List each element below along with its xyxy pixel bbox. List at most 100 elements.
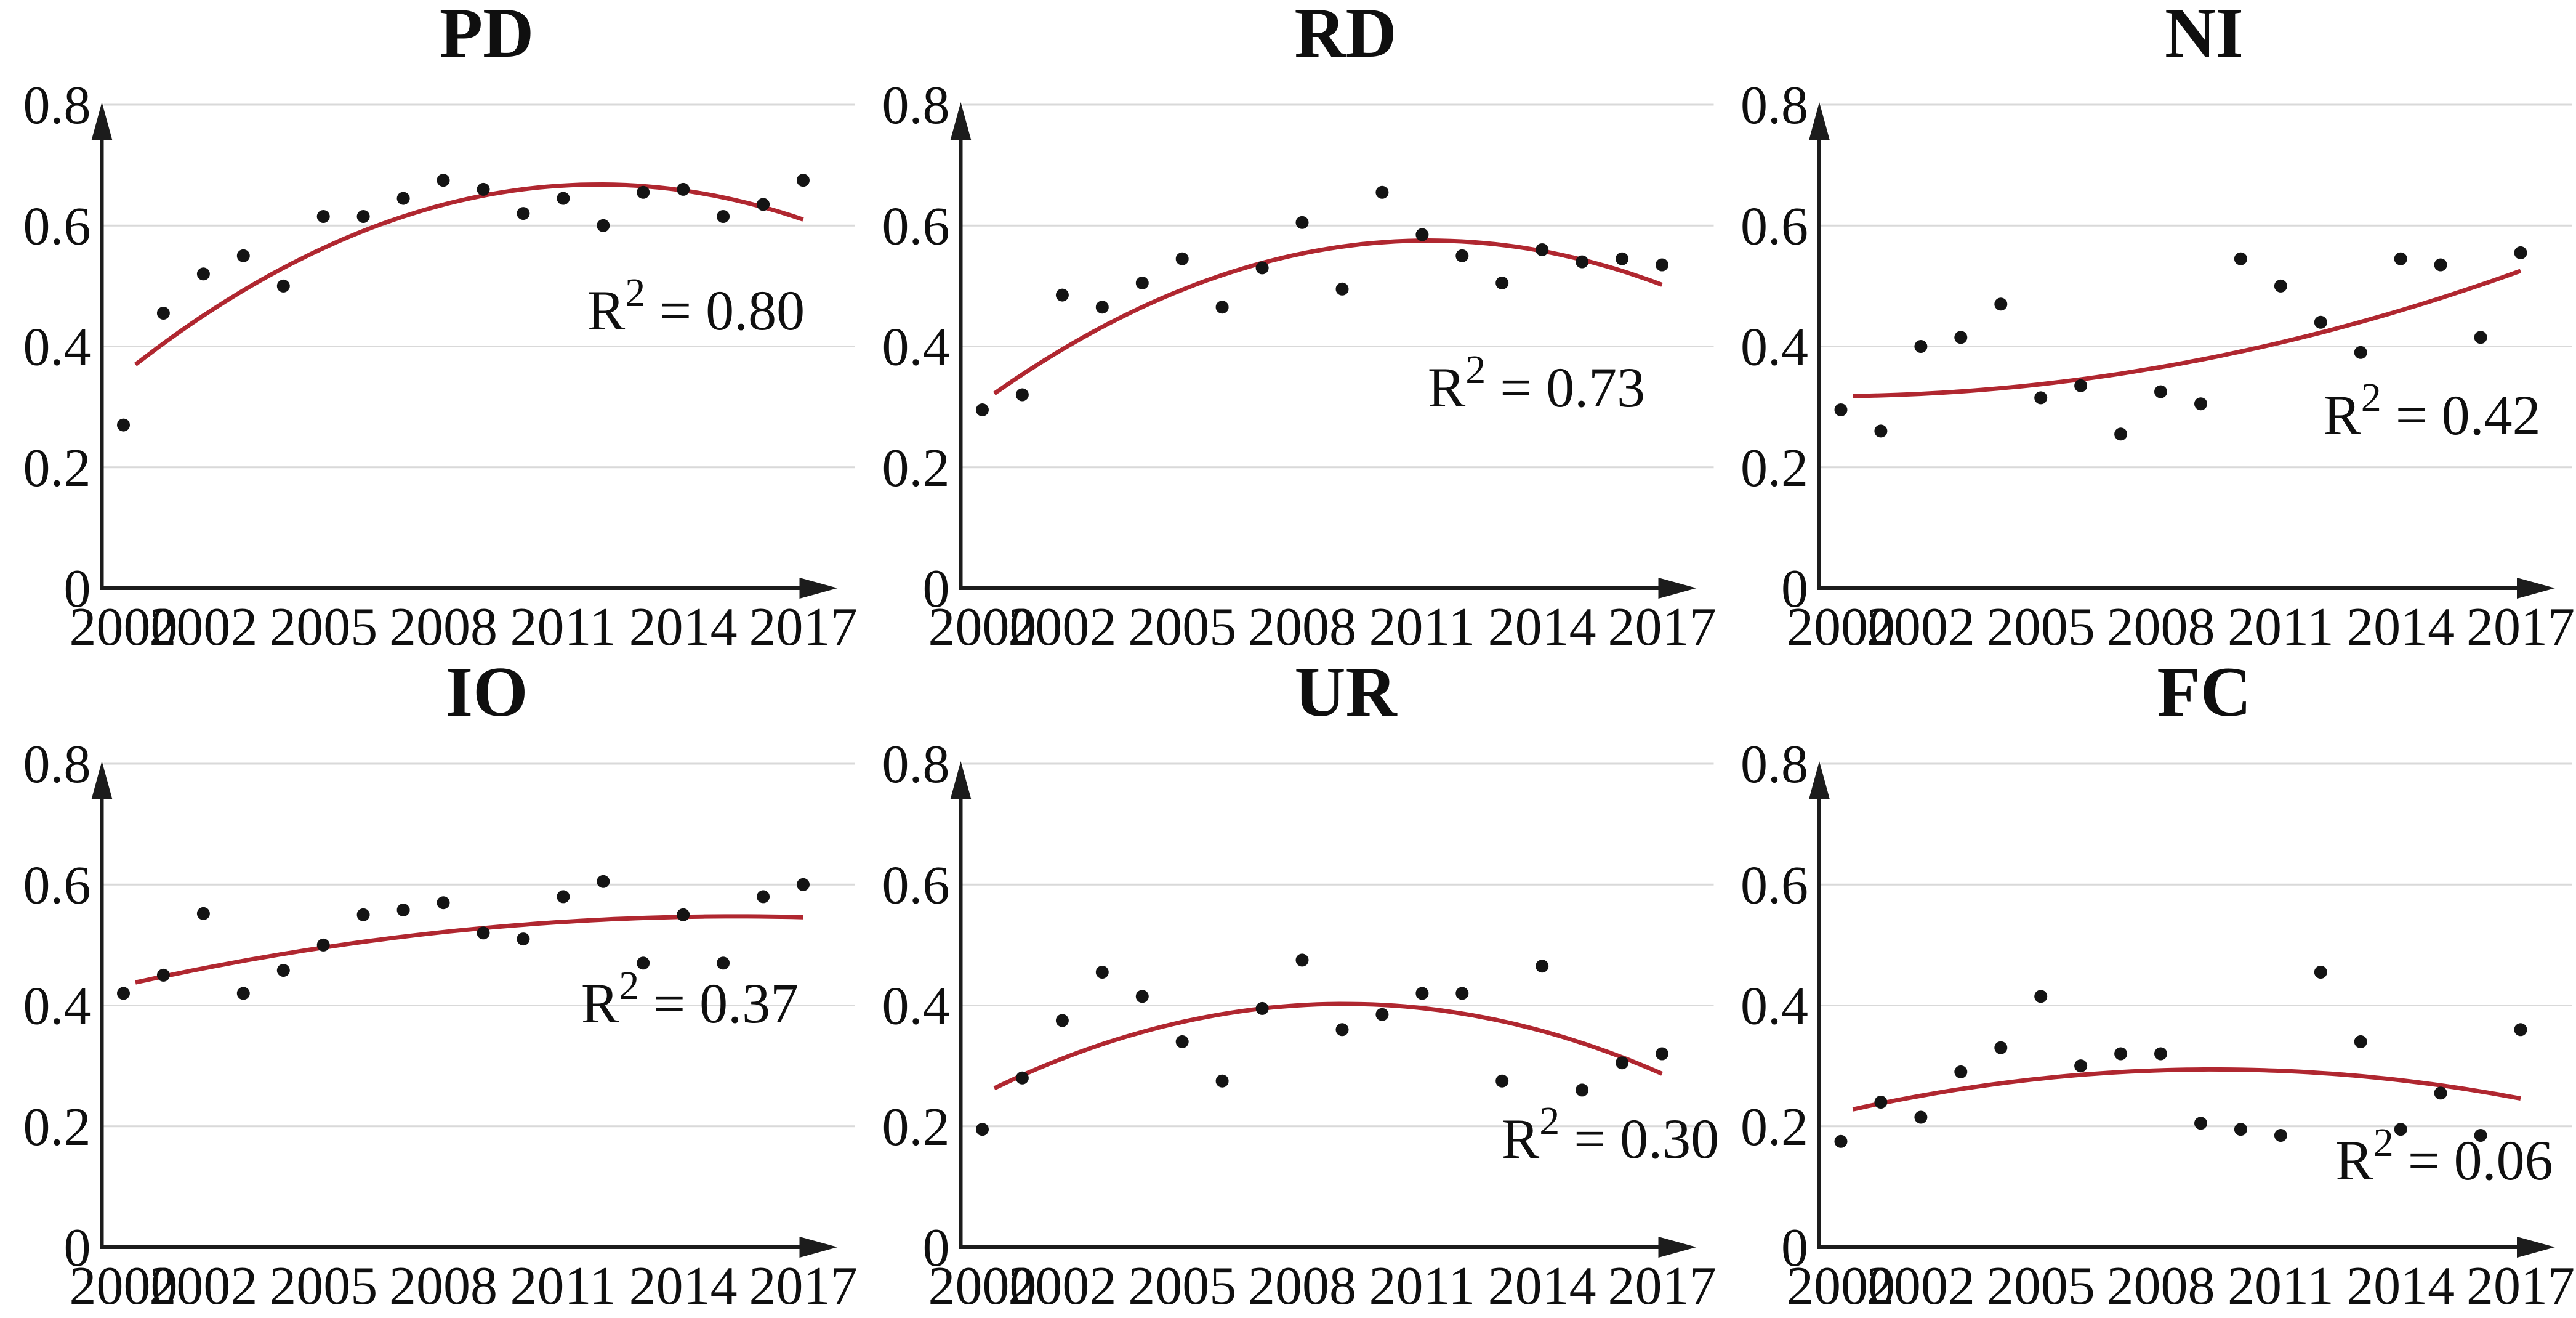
data-point bbox=[2434, 258, 2447, 272]
subplot-ur: 0.8 0.6 0.4 0.2 0 2000 2002 2005 2008 2011 2014 201… bbox=[859, 659, 1718, 1318]
data-point bbox=[717, 210, 730, 223]
trend-curve bbox=[1852, 1067, 2521, 1112]
data-point bbox=[1994, 1041, 2008, 1054]
x-tick-label: 2008 bbox=[1248, 1256, 1356, 1316]
y-tick-label: 0.4 bbox=[882, 318, 950, 378]
y-tick-label: 0 bbox=[923, 559, 950, 619]
data-point bbox=[1415, 987, 1429, 1000]
trend-curve bbox=[1853, 269, 2522, 398]
data-point bbox=[1656, 258, 1668, 272]
x-axis-arrowhead bbox=[2517, 578, 2555, 599]
data-point bbox=[2114, 1047, 2128, 1061]
data-points bbox=[976, 185, 1668, 416]
data-point bbox=[316, 210, 330, 223]
data-point bbox=[1175, 252, 1189, 265]
data-point bbox=[557, 192, 570, 205]
y-tick-label: 0.6 bbox=[23, 196, 91, 256]
data-point bbox=[1135, 990, 1149, 1003]
x-tick-label: 2008 bbox=[2107, 1256, 2215, 1316]
data-point bbox=[1335, 282, 1349, 296]
data-point bbox=[1834, 1134, 1848, 1148]
data-point bbox=[1914, 1110, 1928, 1124]
data-point bbox=[797, 174, 810, 187]
data-point bbox=[2154, 385, 2167, 398]
x-tick-label: 2000 bbox=[928, 1256, 1037, 1316]
x-tick-label: 2008 bbox=[2107, 597, 2215, 657]
x-tick-label: 2005 bbox=[1128, 597, 1236, 657]
data-point bbox=[236, 987, 250, 1000]
data-point bbox=[597, 875, 610, 888]
x-tick-label: 2014 bbox=[1488, 597, 1596, 657]
data-point bbox=[1536, 960, 1549, 973]
subplot-io: 0.8 0.6 0.4 0.2 0 2000 2002 2005 2008 2011 2014 201… bbox=[0, 659, 859, 1318]
data-point bbox=[316, 938, 330, 952]
x-axis-arrowhead bbox=[2517, 1237, 2555, 1258]
trend-curve bbox=[993, 1001, 1663, 1091]
y-tick-label: 0 bbox=[923, 1218, 950, 1278]
data-point bbox=[597, 219, 610, 232]
data-point bbox=[356, 908, 370, 921]
data-point bbox=[1015, 388, 1029, 402]
y-tick-label: 0.4 bbox=[882, 977, 950, 1037]
x-tick-label: 2002 bbox=[149, 1256, 257, 1316]
r-squared-label: R2 = 0.06 bbox=[2335, 1120, 2553, 1192]
data-points bbox=[117, 875, 810, 1000]
data-point bbox=[1055, 288, 1069, 302]
y-axis-arrowhead bbox=[91, 761, 113, 799]
data-point bbox=[517, 207, 530, 220]
data-point bbox=[2234, 1123, 2247, 1136]
x-tick-label: 2014 bbox=[629, 597, 738, 657]
y-tick-label: 0.2 bbox=[882, 1098, 950, 1157]
x-tick-label: 2000 bbox=[70, 597, 178, 657]
data-point bbox=[396, 904, 410, 916]
x-tick-label: 2011 bbox=[1369, 597, 1475, 657]
data-points bbox=[1834, 966, 2527, 1148]
data-point bbox=[1295, 953, 1309, 967]
y-tick-label: 0 bbox=[64, 559, 91, 619]
data-point bbox=[637, 185, 650, 199]
data-point bbox=[1536, 243, 1549, 256]
x-tick-label: 2000 bbox=[928, 597, 1037, 657]
y-tick-label: 0.8 bbox=[1741, 76, 1808, 135]
x-tick-label: 2000 bbox=[70, 1256, 178, 1316]
y-tick-label: 0.6 bbox=[1741, 196, 1808, 256]
y-tick-label: 0.4 bbox=[1741, 977, 1808, 1037]
x-tick-label: 2005 bbox=[1987, 1256, 2095, 1316]
y-tick-label: 0.8 bbox=[882, 76, 950, 135]
data-point bbox=[1954, 331, 1968, 344]
x-axis-arrowhead bbox=[1658, 578, 1697, 599]
data-point bbox=[1834, 403, 1848, 416]
y-tick-label: 0.8 bbox=[23, 76, 91, 135]
panel-title: UR bbox=[1294, 659, 1398, 731]
data-point bbox=[2314, 966, 2327, 979]
y-tick-label: 0 bbox=[1781, 559, 1808, 619]
data-point bbox=[1954, 1065, 1968, 1078]
y-axis-arrowhead bbox=[950, 102, 972, 140]
data-point bbox=[1055, 1014, 1069, 1027]
panel-title: RD bbox=[1294, 0, 1396, 72]
y-tick-label: 0.8 bbox=[1741, 735, 1808, 794]
data-point bbox=[517, 932, 530, 946]
x-tick-label: 2005 bbox=[1987, 597, 2095, 657]
x-tick-label: 2011 bbox=[2228, 597, 2334, 657]
data-point bbox=[1874, 424, 1888, 438]
x-tick-label: 2017 bbox=[2466, 1256, 2575, 1316]
y-tick-label: 0.2 bbox=[23, 439, 91, 498]
y-tick-label: 0 bbox=[1781, 1218, 1808, 1278]
data-point bbox=[2274, 279, 2287, 293]
y-axis-arrowhead bbox=[91, 102, 113, 140]
data-point bbox=[1495, 277, 1509, 289]
data-point bbox=[117, 418, 130, 432]
x-tick-label: 2014 bbox=[2346, 1256, 2455, 1316]
data-point bbox=[2114, 427, 2128, 441]
x-tick-label: 2011 bbox=[510, 1256, 616, 1316]
data-point bbox=[1455, 987, 1469, 1000]
x-tick-label: 2000 bbox=[1787, 1256, 1895, 1316]
panel-title: FC bbox=[2157, 659, 2251, 731]
